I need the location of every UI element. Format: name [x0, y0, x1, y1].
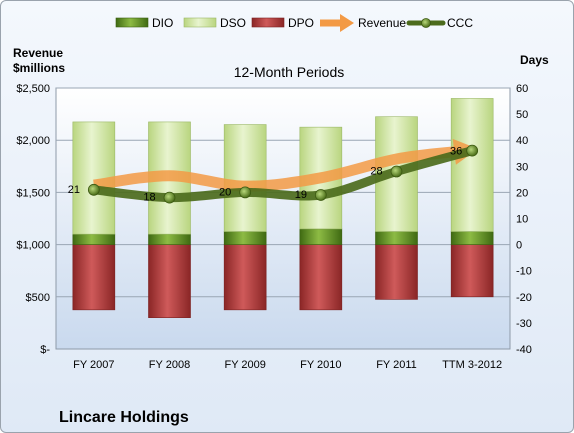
left-axis-title-line1: Revenue	[13, 46, 63, 60]
dpo-bar	[72, 244, 116, 311]
left-tick-label: $-	[40, 344, 50, 356]
left-tick-label: $1,000	[16, 240, 50, 252]
right-tick-label: 20	[516, 187, 528, 199]
ccc-point	[87, 183, 100, 196]
ccc-line	[89, 146, 477, 203]
left-tick-label: $2,000	[16, 135, 50, 147]
right-tick-label: -40	[516, 344, 532, 356]
ccc-data-label: 36	[450, 146, 462, 158]
plot-area	[55, 87, 511, 350]
legend-swatch-dpo	[251, 17, 285, 28]
revenue-line	[93, 146, 457, 192]
ccc-point	[163, 191, 176, 204]
dpo-bar	[148, 244, 191, 318]
legend-label-dpo: DPO	[288, 16, 314, 30]
right-tick-label: 10	[516, 214, 528, 226]
ccc-data-label: 21	[68, 184, 80, 196]
right-tick-label: -20	[516, 292, 532, 304]
ccc-data-label: 19	[295, 189, 307, 201]
right-tick-label: 0	[516, 240, 522, 252]
ccc-data-label: 28	[370, 166, 382, 178]
x-tick-label: FY 2011	[376, 359, 417, 371]
right-tick-label: 50	[516, 109, 528, 121]
ccc-data-label: 18	[143, 192, 155, 204]
x-tick-label: TTM 3-2012	[442, 359, 502, 371]
dpo-bar	[375, 244, 418, 300]
legend-label-dio: DIO	[152, 16, 173, 30]
right-axis-title: Days	[520, 53, 549, 67]
left-tick-label: $500	[26, 292, 50, 304]
legend-swatch-dso	[183, 17, 217, 28]
legend-swatch-dio	[115, 17, 149, 28]
ccc-data-label: 20	[219, 186, 231, 198]
right-tick-label: 60	[516, 83, 528, 95]
ccc-series: 21 18 20 19 28 36	[68, 144, 479, 204]
x-tick-label: FY 2008	[149, 359, 190, 371]
x-tick-label: FY 2010	[300, 359, 341, 371]
dso-bar	[450, 98, 494, 232]
axes: $- $500 $1,000 $1,500 $2,000 $2,500 -40 -30 -20 -…	[16, 83, 532, 371]
dpo-bar	[223, 244, 267, 311]
bars	[72, 98, 494, 318]
dio-bar	[148, 233, 191, 245]
left-tick-label: $1,500	[16, 187, 50, 199]
dio-bar	[72, 233, 116, 245]
right-tick-label: -30	[516, 318, 532, 330]
x-tick-label: FY 2007	[73, 359, 114, 371]
company-name: Lincare Holdings	[59, 409, 189, 426]
chart-title: 12-Month Periods	[234, 64, 345, 80]
left-axis-title-line2: $millions	[13, 61, 65, 75]
legend-label-dso: DSO	[220, 16, 246, 30]
legend-label-ccc: CCC	[447, 16, 473, 30]
ccc-point	[466, 144, 479, 157]
legend: DIO DSO DPO Revenue CCC	[115, 14, 473, 32]
dpo-bar	[450, 244, 494, 298]
ccc-point	[390, 165, 403, 178]
dio-bar	[299, 228, 343, 245]
right-tick-label: 30	[516, 161, 528, 173]
dio-bar	[450, 231, 494, 245]
x-tick-label: FY 2009	[224, 359, 265, 371]
left-tick-label: $2,500	[16, 83, 50, 95]
right-tick-label: -10	[516, 266, 532, 278]
ccc-point	[314, 189, 327, 201]
dpo-bar	[299, 244, 343, 311]
ccc-point	[239, 186, 252, 199]
legend-swatch-ccc-marker	[421, 18, 431, 28]
legend-swatch-revenue-head	[340, 14, 354, 32]
dso-bar	[223, 124, 267, 232]
legend-label-revenue: Revenue	[358, 16, 406, 30]
dio-bar	[375, 231, 418, 245]
right-tick-label: 40	[516, 135, 528, 147]
dio-bar	[223, 231, 267, 245]
